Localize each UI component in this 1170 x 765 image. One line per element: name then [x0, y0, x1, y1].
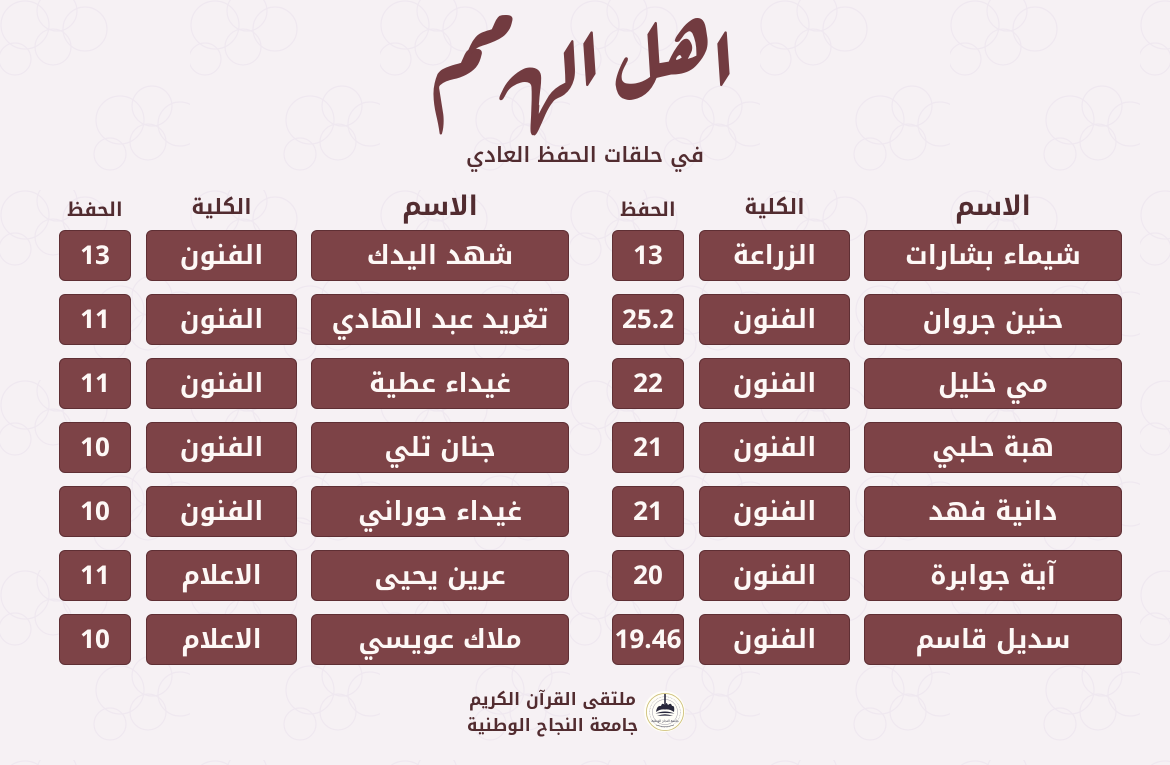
svg-text:جامعة النجاح الوطنية: جامعة النجاح الوطنية [651, 718, 679, 724]
